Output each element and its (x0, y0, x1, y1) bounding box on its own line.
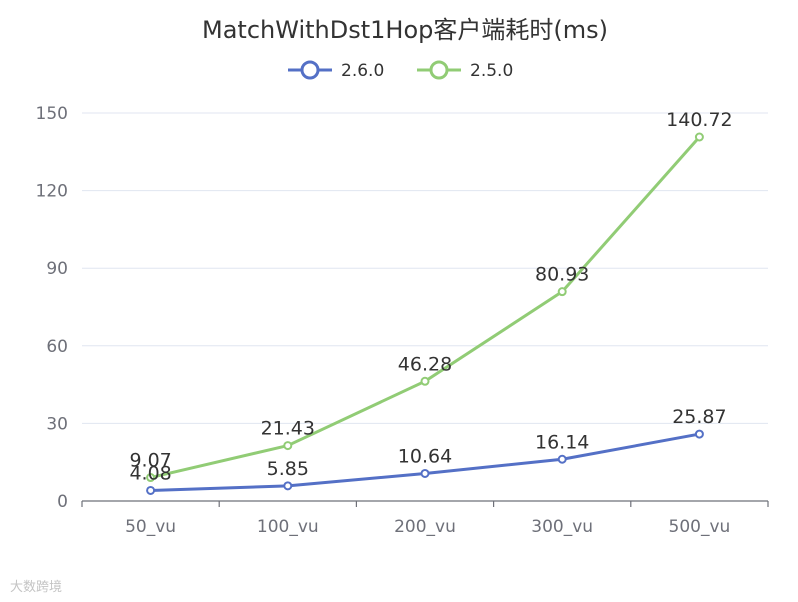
y-tick-label: 120 (36, 182, 68, 202)
legend-label: 2.5.0 (470, 61, 513, 81)
series-layer (146, 132, 704, 495)
data-label: 16.14 (535, 431, 589, 453)
data-point (146, 485, 156, 495)
data-label: 4.08 (129, 462, 171, 484)
x-tick-label: 300_vu (531, 517, 593, 537)
series-2.5.0 (146, 132, 704, 483)
data-label: 25.87 (672, 406, 726, 428)
data-label: 21.43 (261, 418, 315, 440)
y-tick-label: 0 (57, 492, 68, 512)
series-2.6.0 (146, 429, 704, 495)
legend-marker-icon (300, 60, 320, 80)
legend-marker-icon (429, 60, 449, 80)
data-label: 140.72 (666, 109, 732, 131)
data-point (146, 473, 156, 483)
legend-item-2.6.0[interactable]: 2.6.0 (288, 60, 384, 81)
chart-title: MatchWithDst1Hop客户端耗时(ms) (202, 16, 608, 44)
data-point (283, 481, 293, 491)
x-tick-label: 100_vu (257, 517, 319, 537)
x-tick-label: 200_vu (394, 517, 456, 537)
y-tick-label: 150 (36, 104, 68, 124)
data-point (694, 429, 704, 439)
watermark: 大数跨境 (10, 580, 63, 595)
legend-item-2.5.0[interactable]: 2.5.0 (417, 60, 513, 81)
data-label: 80.93 (535, 264, 589, 286)
y-tick-label: 30 (46, 414, 68, 434)
data-point (420, 376, 430, 386)
data-point (420, 468, 430, 478)
y-tick-label: 60 (46, 337, 68, 357)
data-label: 10.64 (398, 445, 452, 467)
data-point (557, 287, 567, 297)
legend-label: 2.6.0 (341, 61, 384, 81)
data-point (694, 132, 704, 142)
series-line (149, 135, 701, 480)
data-point (557, 454, 567, 464)
data-label: 5.85 (267, 458, 309, 480)
data-label: 9.07 (129, 450, 171, 472)
data-labels: 4.08 5.85 10.64 16.14 25.87 9.07 21.43 46.28 80.… (129, 109, 732, 484)
y-tick-label: 90 (46, 259, 68, 279)
grid-lines (82, 112, 768, 424)
x-tick-label: 500_vu (669, 517, 731, 537)
data-label: 46.28 (398, 353, 452, 375)
axes: 0 30 60 90 120 150 50_vu 100_vu 200_vu 300_vu 500_… (36, 104, 769, 537)
data-point (283, 441, 293, 451)
x-tick-label: 50_vu (125, 517, 176, 537)
legend[interactable]: 2.6.0 2.5.0 (288, 60, 513, 81)
